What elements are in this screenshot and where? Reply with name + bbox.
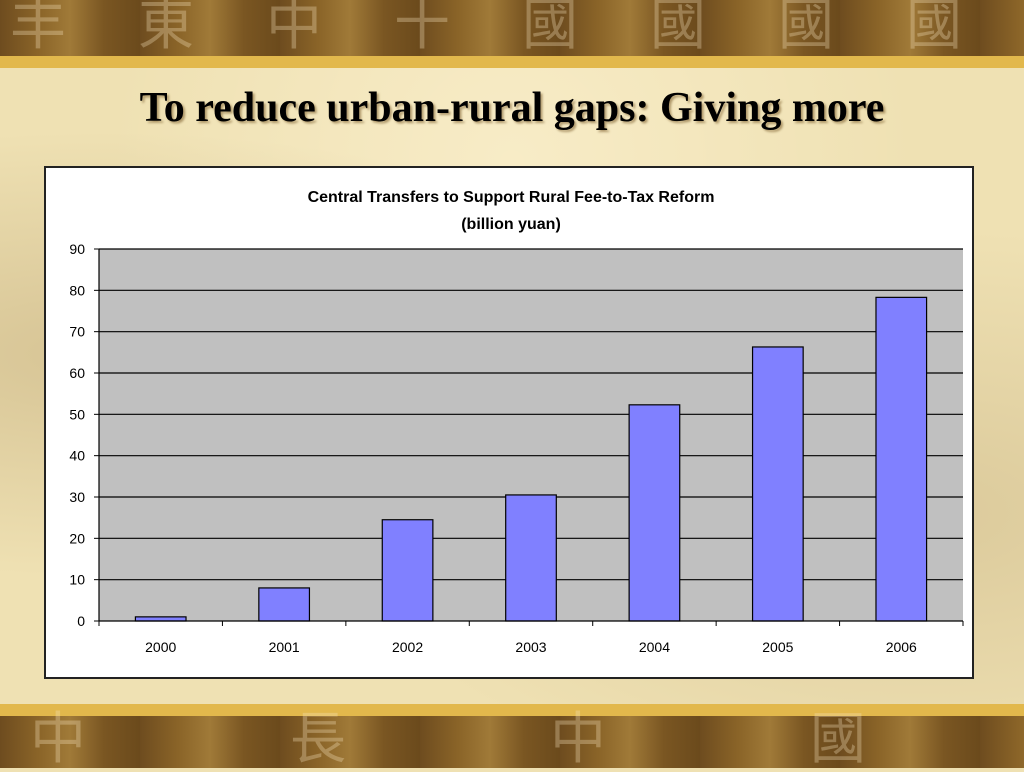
y-tick-label: 20 [69, 530, 85, 546]
calligraphy-glyph: 國 [778, 0, 834, 58]
bar-2006 [875, 296, 928, 622]
calligraphy-glyph: 國 [522, 0, 578, 58]
y-tick-label: 40 [69, 448, 85, 464]
bottom-decorative-band [0, 716, 1024, 768]
bar-2003 [505, 494, 557, 622]
calligraphy-glyph: 中 [266, 0, 322, 58]
chart-container: Central Transfers to Support Rural Fee-t… [44, 166, 974, 679]
calligraphy-glyph: 東 [138, 0, 194, 58]
bar-chart: Central Transfers to Support Rural Fee-t… [69, 189, 964, 655]
y-tick-label: 50 [69, 406, 85, 422]
calligraphy-glyph: 中 [550, 707, 606, 772]
top-gold-stripe [0, 56, 1024, 68]
x-tick-label: 2006 [886, 639, 917, 655]
y-tick-label: 30 [69, 489, 85, 505]
x-tick-label: 2002 [392, 639, 423, 655]
x-tick-label: 2000 [145, 639, 176, 655]
y-tick-label: 0 [77, 613, 85, 629]
slide-title: To reduce urban-rural gaps: Giving more [139, 85, 885, 131]
calligraphy-glyph: 國 [650, 0, 706, 58]
calligraphy-glyph: 長 [290, 707, 346, 772]
chart-subtitle: (billion yuan) [461, 216, 561, 233]
chart-title: Central Transfers to Support Rural Fee-t… [308, 189, 715, 206]
calligraphy-glyph: 國 [810, 707, 866, 772]
bar-2002 [381, 519, 434, 622]
top-decorative-band [0, 0, 1024, 56]
bar-2000 [134, 616, 187, 622]
bar-2005 [751, 346, 804, 622]
y-tick-label: 10 [69, 572, 85, 588]
y-tick-label: 70 [69, 324, 85, 340]
calligraphy-glyph: 丰 [10, 0, 66, 58]
x-tick-label: 2003 [515, 639, 546, 655]
x-tick-label: 2004 [639, 639, 670, 655]
bottom-gold-stripe [0, 704, 1024, 716]
bar-2001 [258, 587, 311, 622]
y-tick-label: 80 [69, 282, 85, 298]
calligraphy-glyph: 國 [906, 0, 962, 58]
y-tick-label: 90 [69, 241, 85, 257]
calligraphy-glyph: 十 [394, 0, 450, 58]
x-tick-label: 2005 [762, 639, 793, 655]
plot-area: 0 10 20 30 40 50 60 70 80 90 2000 2001 2002 2003 2004 2… [69, 241, 964, 655]
calligraphy-glyph: 中 [30, 707, 86, 772]
x-tick-label: 2001 [269, 639, 300, 655]
bar-2004 [628, 404, 681, 622]
y-tick-label: 60 [69, 365, 85, 381]
